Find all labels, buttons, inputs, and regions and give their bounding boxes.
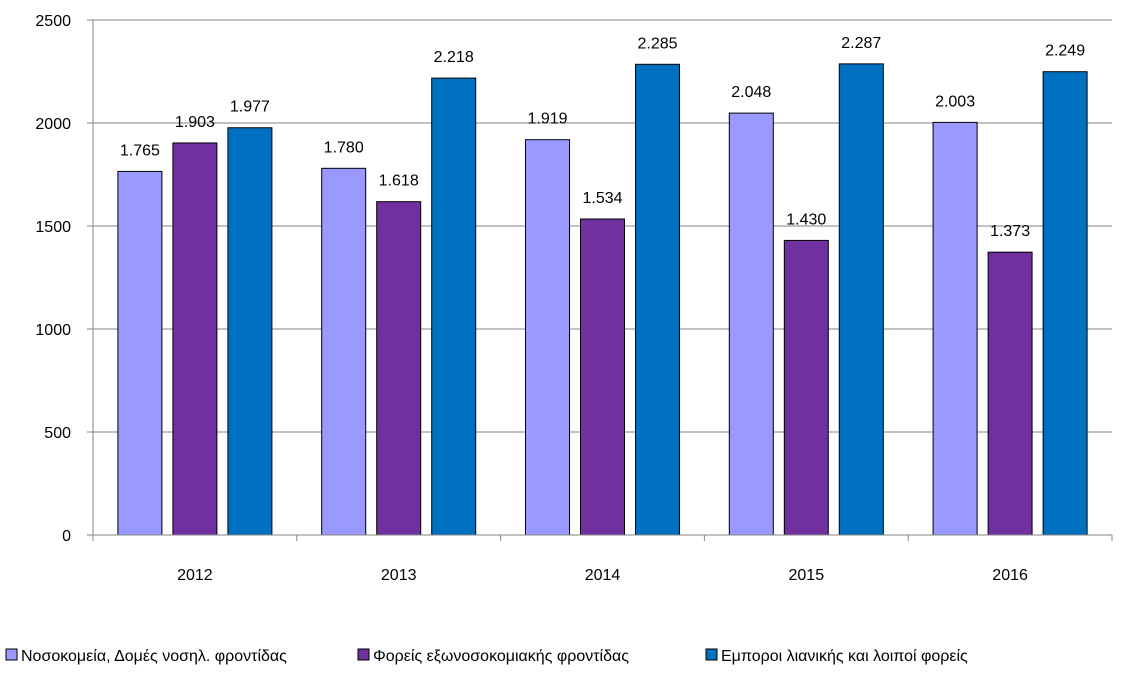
bar: [117, 170, 163, 536]
legend-swatch: [705, 648, 718, 661]
bar: [838, 63, 884, 536]
x-tick-label: 2013: [381, 567, 417, 584]
data-label: 2.218: [434, 49, 474, 66]
legend-label: Νοσοκομεία, Δομές νοσηλ. φροντίδας: [21, 648, 287, 665]
data-label: 1.977: [230, 99, 270, 116]
bar: [783, 239, 829, 536]
bars: [117, 63, 1088, 536]
y-tick-label: 0: [62, 528, 71, 545]
bar: [580, 218, 625, 536]
bar: [987, 251, 1033, 536]
bar: [321, 167, 367, 536]
data-label: 2.249: [1045, 43, 1085, 60]
legend-swatch: [5, 648, 18, 661]
data-label: 1.618: [379, 173, 419, 190]
y-tick-label: 2500: [35, 13, 71, 30]
x-tick-label: 2014: [585, 567, 621, 584]
data-label: 1.919: [527, 111, 567, 128]
bar: [525, 139, 570, 536]
legend-label: Εμποροι λιανικής και λοιποί φορείς: [721, 648, 968, 665]
data-label: 1.765: [120, 142, 160, 159]
legend: Νοσοκομεία, Δομές νοσηλ. φροντίδας Φορείς…: [5, 648, 968, 665]
data-label: 1.534: [582, 190, 622, 207]
bar: [431, 77, 477, 536]
y-tick-label: 2000: [35, 116, 71, 133]
data-labels: 1.765 1.903 1.977 1.780 1.618 2.218 1.919 1.534…: [120, 35, 1085, 240]
bar: [635, 63, 680, 536]
bar: [172, 142, 218, 536]
legend-swatch: [357, 648, 370, 661]
bar: [376, 201, 422, 536]
y-tick-label: 500: [44, 425, 71, 442]
bar: [728, 112, 774, 536]
data-label: 1.780: [324, 139, 364, 156]
data-label: 1.373: [990, 223, 1030, 240]
data-label: 1.430: [786, 211, 826, 228]
y-tick-label: 1500: [35, 219, 71, 236]
legend-label: Φορείς εξωνοσοκομιακής φροντίδας: [373, 648, 629, 665]
x-tick-label: 2015: [789, 567, 825, 584]
axes: 0 500 1000 1500 2000 2500 2012 2013 2014 2015 2016: [35, 13, 1113, 584]
data-label: 2.287: [841, 35, 881, 52]
bar: [227, 127, 273, 536]
data-label: 1.903: [175, 114, 215, 131]
data-label: 2.285: [637, 35, 677, 52]
y-tick-label: 1000: [35, 322, 71, 339]
data-label: 2.048: [731, 84, 771, 101]
bar: [932, 121, 978, 536]
x-tick-label: 2012: [177, 567, 213, 584]
bar: [1042, 71, 1088, 536]
x-tick-label: 2016: [992, 567, 1028, 584]
data-label: 2.003: [935, 93, 975, 110]
